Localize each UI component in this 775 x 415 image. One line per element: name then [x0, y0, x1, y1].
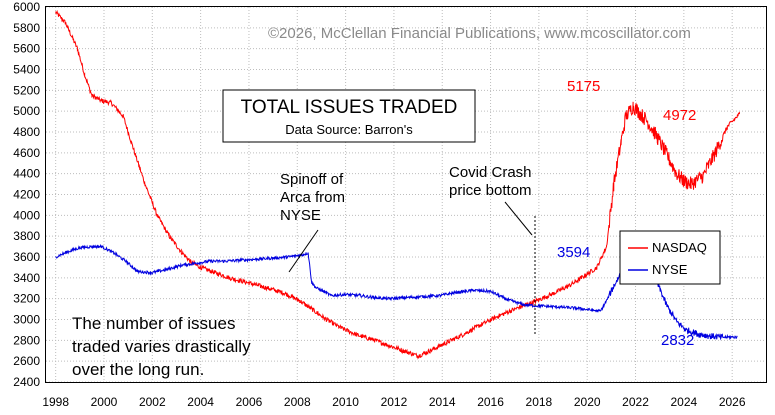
x-tick-label: 2010 — [332, 395, 359, 409]
spinoff-annotation-line3: NYSE — [280, 207, 321, 224]
nyse-peak-label: 3594 — [557, 244, 590, 261]
y-tick-label: 5800 — [13, 21, 40, 35]
x-tick-label: 2018 — [526, 395, 553, 409]
x-tick-label: 2004 — [187, 395, 214, 409]
chart-subtitle: Data Source: Barron's — [285, 122, 413, 137]
covid-annotation-line2: price bottom — [449, 182, 532, 199]
y-tick-label: 4400 — [13, 167, 40, 181]
y-tick-label: 5000 — [13, 104, 40, 118]
x-tick-label: 1998 — [42, 395, 69, 409]
nasdaq-end-label: 4972 — [663, 107, 696, 124]
legend-nasdaq-label: NASDAQ — [652, 240, 707, 255]
title-box — [222, 89, 476, 143]
copyright-text: ©2026, McClellan Financial Publications,… — [268, 25, 691, 42]
spinoff-pointer — [288, 229, 319, 273]
x-tick-label: 2002 — [139, 395, 166, 409]
legend-box — [619, 230, 721, 285]
x-tick-label: 2024 — [671, 395, 698, 409]
chart-title: TOTAL ISSUES TRADED — [241, 97, 458, 118]
x-tick-label: 2012 — [381, 395, 408, 409]
covid-pointer — [504, 201, 533, 236]
long-run-note-line1: The number of issues — [72, 314, 235, 333]
x-tick-label: 2022 — [622, 395, 649, 409]
y-tick-label: 3200 — [13, 292, 40, 306]
y-tick-label: 2600 — [13, 354, 40, 368]
y-tick-label: 6000 — [13, 0, 40, 14]
nyse-end-label: 2832 — [661, 332, 694, 349]
spinoff-annotation-line1: Spinoff of — [280, 171, 344, 188]
y-tick-label: 3800 — [13, 229, 40, 243]
y-tick-label: 4600 — [13, 146, 40, 160]
x-tick-label: 2000 — [91, 395, 118, 409]
y-tick-label: 2400 — [13, 375, 40, 389]
x-tick-label: 2026 — [719, 395, 746, 409]
y-tick-label: 2800 — [13, 333, 40, 347]
x-tick-label: 2016 — [477, 395, 504, 409]
x-tick-label: 2014 — [429, 395, 456, 409]
long-run-note-line2: traded varies drastically — [72, 337, 251, 356]
y-tick-label: 5200 — [13, 83, 40, 97]
y-tick-label: 3400 — [13, 271, 40, 285]
tick-labels: 2400 2600 2800 3000 3200 3400 3600 3800 4000 4200… — [13, 0, 746, 409]
x-tick-label: 2006 — [236, 395, 263, 409]
y-tick-label: 5600 — [13, 42, 40, 56]
covid-annotation-line1: Covid Crash — [449, 164, 532, 181]
y-tick-label: 3000 — [13, 313, 40, 327]
y-tick-label: 5400 — [13, 63, 40, 77]
y-tick-label: 3600 — [13, 250, 40, 264]
y-tick-label: 4200 — [13, 188, 40, 202]
spinoff-annotation-line2: Arca from — [280, 189, 345, 206]
legend-nyse-label: NYSE — [652, 262, 688, 277]
plot-frame — [45, 6, 767, 383]
long-run-note-line3: over the long run. — [72, 360, 204, 379]
x-tick-label: 2008 — [284, 395, 311, 409]
y-tick-label: 4800 — [13, 125, 40, 139]
x-tick-label: 2020 — [574, 395, 601, 409]
nasdaq-peak-label: 5175 — [567, 78, 600, 95]
y-tick-label: 4000 — [13, 208, 40, 222]
series-line-nasdaq — [55, 9, 740, 360]
